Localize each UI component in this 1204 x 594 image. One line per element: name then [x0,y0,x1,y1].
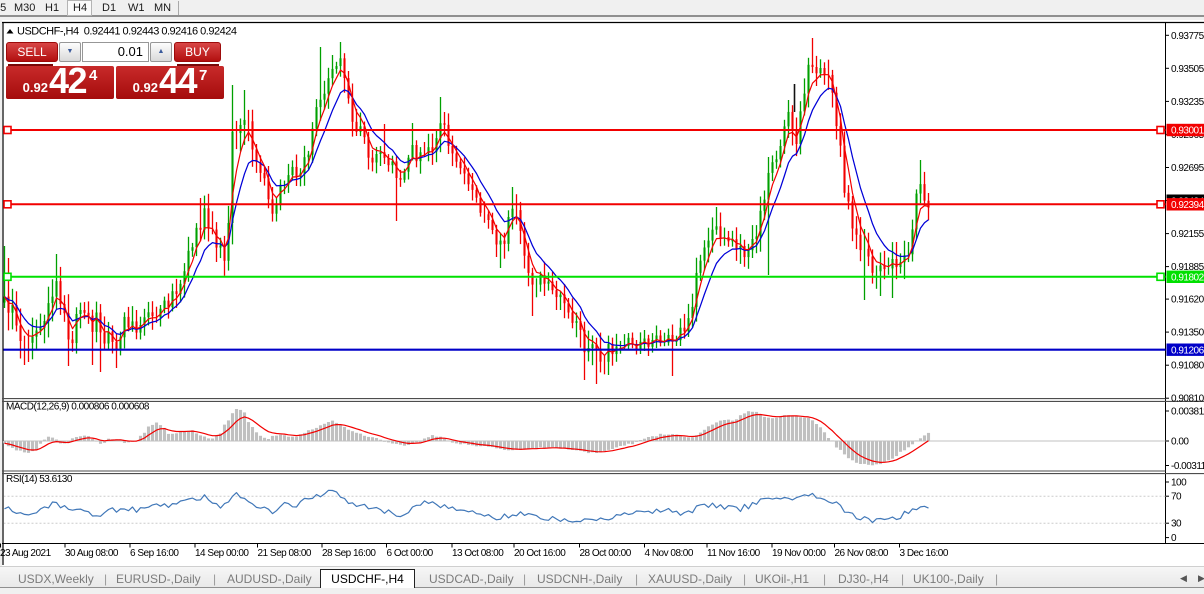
svg-text:0.91350: 0.91350 [1171,328,1204,339]
svg-text:0.91206: 0.91206 [1171,345,1204,356]
svg-text:23 Aug 2021: 23 Aug 2021 [0,548,52,559]
svg-text:0: 0 [1171,533,1177,544]
svg-text:20 Oct 16:00: 20 Oct 16:00 [514,548,566,559]
svg-text:0.91802: 0.91802 [1171,272,1204,283]
svg-text:MACD(12,26,9) 0.000806 0.00060: MACD(12,26,9) 0.000806 0.000608 [6,402,150,413]
svg-text:19 Nov 00:00: 19 Nov 00:00 [772,548,826,559]
svg-text:0.00: 0.00 [1171,437,1189,448]
svg-text:0.93235: 0.93235 [1171,97,1204,108]
svg-text:3 Dec 16:00: 3 Dec 16:00 [900,548,949,559]
svg-text:6 Oct 00:00: 6 Oct 00:00 [387,548,434,559]
svg-text:26 Nov 08:00: 26 Nov 08:00 [835,548,889,559]
svg-text:6 Sep 16:00: 6 Sep 16:00 [130,548,179,559]
svg-text:28 Oct 00:00: 28 Oct 00:00 [580,548,632,559]
svg-text:13 Oct 08:00: 13 Oct 08:00 [452,548,504,559]
svg-text:0.93001: 0.93001 [1171,126,1204,137]
svg-text:28 Sep 16:00: 28 Sep 16:00 [322,548,376,559]
svg-text:0.91620: 0.91620 [1171,295,1204,306]
svg-text:14 Sep 00:00: 14 Sep 00:00 [195,548,249,559]
svg-text:0.003811: 0.003811 [1171,407,1204,418]
svg-text:21 Sep 08:00: 21 Sep 08:00 [258,548,312,559]
svg-text:RSI(14) 53.6130: RSI(14) 53.6130 [6,474,73,485]
svg-text:0.93775: 0.93775 [1171,31,1204,42]
svg-text:0.92695: 0.92695 [1171,163,1204,174]
svg-text:USDCHF-,H4 0.92441 0.92443 0.: USDCHF-,H4 0.92441 0.92443 0.92416 0.924… [17,26,237,38]
svg-text:100: 100 [1171,478,1187,489]
svg-text:0.93505: 0.93505 [1171,64,1204,75]
svg-text:4 Nov 08:00: 4 Nov 08:00 [645,548,694,559]
svg-text:70: 70 [1171,492,1182,503]
svg-text:0.90810: 0.90810 [1171,394,1204,405]
svg-text:0.92394: 0.92394 [1171,200,1204,211]
svg-text:30 Aug 08:00: 30 Aug 08:00 [65,548,119,559]
svg-text:-0.003114: -0.003114 [1171,461,1204,472]
svg-text:0.91885: 0.91885 [1171,262,1204,273]
svg-text:30: 30 [1171,519,1182,530]
svg-text:0.92155: 0.92155 [1171,229,1204,240]
svg-text:0.91080: 0.91080 [1171,361,1204,372]
svg-text:11 Nov 16:00: 11 Nov 16:00 [707,548,761,559]
